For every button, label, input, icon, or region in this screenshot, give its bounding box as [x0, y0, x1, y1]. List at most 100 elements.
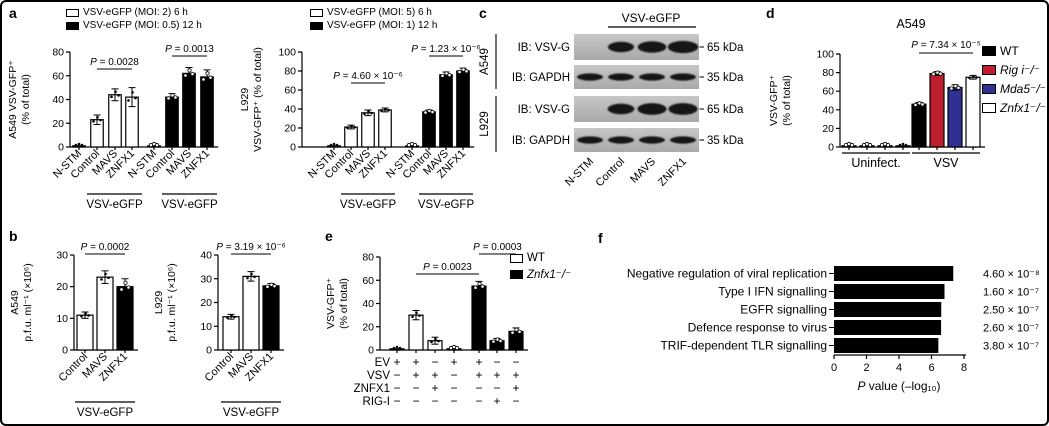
legend-swatch	[982, 84, 996, 94]
chart-a549-knockouts: A549 0 20 40 60 80 100 VSV-GFP⁺ (% of total) Unin…	[768, 17, 985, 170]
tspan: P	[81, 242, 88, 253]
group-label: VSV-eGFP	[418, 199, 475, 211]
legend-label: Rig i⁻/⁻	[1000, 63, 1041, 77]
data-point	[904, 143, 908, 147]
legend-row: Znfx1⁻/⁻	[982, 101, 1046, 115]
tspan: = 4.60 × 10⁻⁶	[340, 71, 403, 82]
legend-row: VSV-eGFP (MOI: 0.5) 12 h	[66, 20, 202, 31]
matrix-sign: +	[493, 394, 500, 408]
p-value: P = 0.0023	[423, 262, 472, 273]
data-point	[956, 85, 961, 90]
bar	[834, 320, 942, 335]
data-point	[898, 143, 902, 147]
x-tick-label: 8	[961, 362, 967, 374]
y-tick-label: 0	[368, 345, 374, 357]
bar	[72, 145, 86, 148]
legend-label: VSV-eGFP (MOI: 0.5) 12 h	[83, 20, 202, 31]
data-point	[901, 142, 905, 146]
data-point	[131, 91, 134, 94]
data-point	[77, 142, 81, 146]
bar	[108, 94, 122, 148]
data-point	[87, 314, 90, 317]
panel-label-d: d	[766, 5, 775, 21]
y-axis-label: VSV-GFP⁺	[325, 278, 337, 329]
y-tick-label: 30	[200, 273, 212, 285]
ib-label: IB: VSV-G	[518, 104, 570, 116]
matrix-sign: −	[450, 381, 457, 395]
panel-label-b: b	[9, 228, 18, 244]
tspan: P	[90, 57, 97, 68]
y-tick-label: 60	[362, 275, 374, 287]
data-point	[398, 346, 402, 350]
data-point	[80, 314, 83, 318]
data-point	[126, 285, 131, 290]
bar	[327, 145, 341, 148]
tspan: = 1.23 × 10⁻⁶	[418, 44, 481, 55]
band	[608, 136, 634, 144]
matrix-sign: +	[512, 368, 519, 382]
data-point	[454, 345, 460, 351]
data-point	[80, 143, 84, 147]
data-point	[92, 120, 95, 123]
data-point	[205, 71, 210, 76]
legend-swatch	[510, 253, 523, 263]
data-point	[329, 143, 333, 147]
y-tick-label: 20	[200, 297, 212, 309]
kda-label: 35 kDa	[707, 72, 744, 84]
western-blot-panel: VSV-eGFP IB: VSV-G 65 kDa IB: GAPDH 35 kDa A5…	[479, 11, 744, 189]
data-point	[517, 329, 522, 334]
y-axis-label: (% of total)	[20, 74, 32, 125]
category-label: Negative regulation of viral replication	[627, 267, 827, 281]
chart-rescue-experiment: 0 20 40 60 80 VSV-GFP⁺ (% of total) P = 0.0023P…	[325, 242, 528, 408]
bar	[834, 302, 942, 317]
y-tick-label: 100	[816, 49, 834, 61]
matrix-sign: +	[512, 381, 519, 395]
bar	[834, 284, 945, 299]
y-tick-label: 100	[278, 47, 296, 59]
y-tick-label: 10	[200, 321, 212, 333]
data-point	[938, 71, 943, 76]
tspan: P	[911, 40, 918, 51]
tspan: P	[216, 242, 223, 253]
y-axis-label: L929	[239, 88, 251, 112]
y-tick-label: 80	[284, 66, 296, 78]
data-point	[100, 278, 103, 281]
legend-row: VSV-eGFP (MOI: 5) 6 h	[310, 7, 437, 18]
data-point	[110, 95, 113, 99]
p-value: P = 1.23 × 10⁻⁶	[411, 44, 480, 55]
data-point	[246, 276, 249, 280]
data-point	[119, 287, 124, 292]
y-tick-label: 20	[284, 123, 296, 135]
data-point	[117, 94, 120, 97]
matrix-sign: −	[493, 355, 500, 369]
group-label: VSV-eGFP	[223, 407, 280, 419]
data-point	[440, 73, 445, 78]
ib-label: IB: VSV-G	[518, 42, 570, 54]
data-point	[464, 69, 469, 74]
data-point	[473, 285, 478, 290]
legend-row: WT	[982, 44, 1046, 58]
data-point	[183, 73, 188, 78]
legend-genotypes: WT Rig i⁻/⁻ Mda5⁻/⁻ Znfx1⁻/⁻	[982, 44, 1046, 115]
matrix-sign: +	[475, 355, 482, 369]
data-point	[123, 280, 128, 285]
y-tick-label: 40	[284, 104, 296, 116]
category-label: TRIF-dependent TLR signalling	[660, 339, 827, 353]
legend-label: WT	[1000, 44, 1019, 58]
data-point	[367, 110, 370, 113]
p-value-label: 2.60 × 10⁻⁷	[983, 323, 1039, 335]
matrix-sign: −	[512, 394, 519, 408]
bar	[96, 276, 114, 351]
data-point	[913, 102, 918, 107]
matrix-row-label: RIG-I	[363, 396, 390, 408]
legend-swatch	[310, 21, 323, 30]
legend-label: WT	[527, 252, 545, 264]
y-tick-label: 80	[362, 252, 374, 264]
matrix-sign: +	[412, 355, 419, 369]
band	[577, 73, 603, 81]
band	[637, 103, 667, 115]
kda-label: 35 kDa	[707, 135, 744, 147]
y-tick-label: 60	[822, 86, 834, 98]
